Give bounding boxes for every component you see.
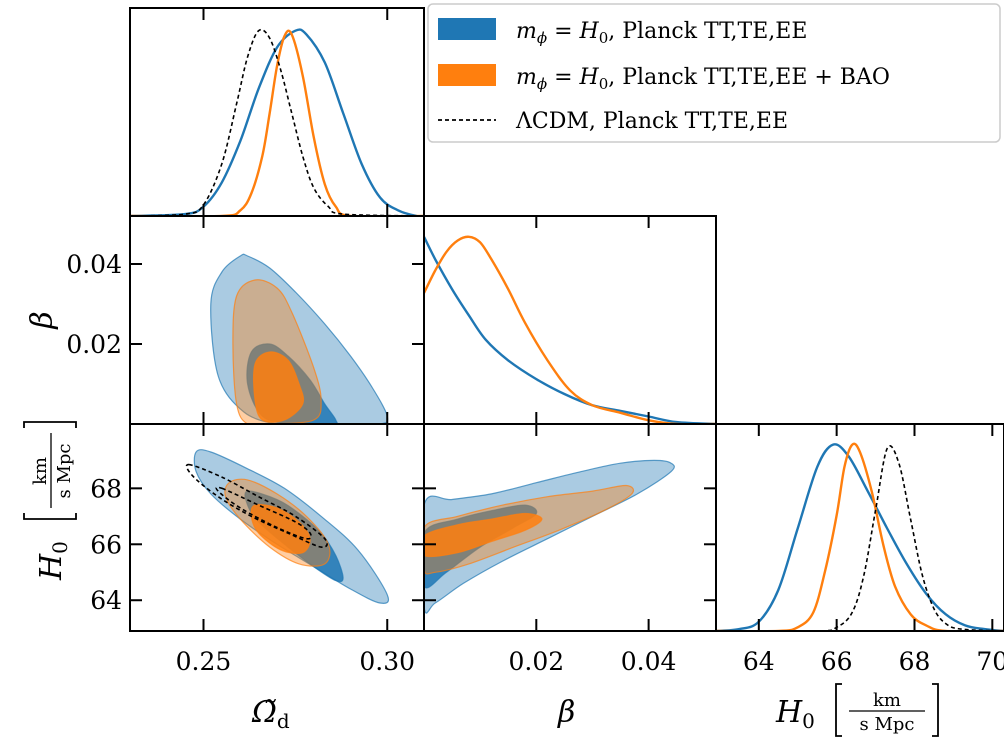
x-tick-label: 0.25	[176, 647, 232, 676]
y-tick-label: 64	[90, 586, 122, 615]
svg-text:km: km	[30, 457, 51, 485]
xlabel-omega: Ω̃d	[251, 695, 290, 733]
x-tick-label: 0.30	[359, 647, 415, 676]
contour-lcdm-68	[215, 486, 312, 540]
x-tick-label: 70	[976, 647, 1004, 676]
x-tick-label: 68	[899, 647, 931, 676]
legend-swatch-orange	[438, 64, 496, 86]
svg-text:s Mpc: s Mpc	[860, 714, 915, 735]
panel-omega-beta	[210, 253, 389, 424]
frame-hm	[715, 423, 1004, 632]
frame-om	[129, 7, 425, 217]
ylabel-beta: β	[25, 311, 60, 329]
y-tick-label: 66	[90, 530, 122, 559]
x-tick-label: 0.02	[508, 647, 564, 676]
panel-beta-h0	[424, 459, 675, 614]
svg-text:H0: H0	[775, 695, 815, 733]
y-tick-label: 0.04	[66, 250, 122, 279]
marginal-blue	[424, 236, 716, 424]
xlabel-h0: H0 km s Mpc	[775, 683, 939, 737]
panel-frames	[129, 7, 1004, 632]
legend: mϕ = H0, Planck TT,TE,EE mϕ = H0, Planck…	[427, 3, 1001, 143]
x-tick-label: 66	[821, 647, 853, 676]
legend-swatch-blue	[438, 18, 496, 40]
panel-h0-marginal	[716, 442, 1004, 631]
legend-entry-blue: mϕ = H0, Planck TT,TE,EE	[516, 19, 807, 47]
panel-beta-marginal	[424, 235, 716, 424]
svg-text:km: km	[873, 690, 901, 711]
marginal-orange	[716, 442, 1004, 631]
xlabel-beta: β	[557, 695, 575, 730]
panel-omega-marginal	[130, 28, 424, 216]
contour-orange-68	[424, 512, 543, 558]
frame-bm	[423, 215, 717, 425]
y-tick-label: 68	[90, 474, 122, 503]
contour-orange-95	[424, 484, 634, 575]
panel-omega-h0	[185, 449, 390, 604]
svg-text:H0: H0	[34, 541, 72, 581]
contour-orange-68	[252, 351, 305, 423]
contour-lcdm-95	[185, 463, 328, 549]
marginal-orange	[130, 29, 424, 216]
y-tick-label: 0.02	[66, 330, 122, 359]
marginal-blue	[716, 443, 1004, 631]
legend-box	[427, 3, 1001, 143]
marginal-blue	[130, 28, 424, 216]
x-tick-label: 64	[743, 647, 775, 676]
legend-entry-lcdm: ΛCDM, Planck TT,TE,EE	[515, 109, 788, 134]
marginal-orange	[424, 235, 716, 424]
x-tick-label: 0.04	[621, 647, 677, 676]
svg-text:s Mpc: s Mpc	[54, 444, 75, 499]
marginal-lcdm	[130, 28, 424, 216]
legend-entry-orange: mϕ = H0, Planck TT,TE,EE + BAO	[516, 65, 890, 93]
contour-blue-95	[424, 459, 675, 614]
axis-ticks: 0.25 0.30 0.02 0.04 64 66 68 70 0.02 0.04 64 66 68	[66, 8, 1004, 676]
ylabel-h0: H0 km s Mpc	[23, 421, 77, 581]
